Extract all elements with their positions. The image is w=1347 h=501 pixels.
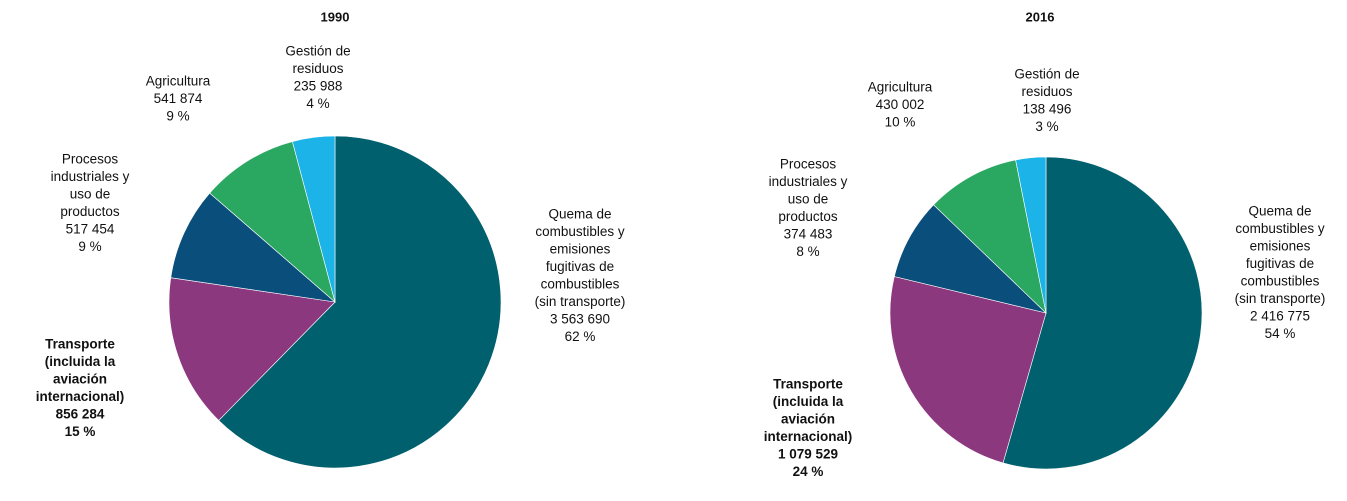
slice-label: Quema de combustibles y emisiones fugitivas… [1235,204,1326,342]
label-line: industriales y [769,174,848,189]
pie-slice [218,135,502,469]
label-line: Gestión de [285,44,350,59]
label-line: 541 874 [154,91,203,106]
label-line: Agricultura [868,80,933,95]
label-line: Transporte [45,337,115,352]
label-line: (incluida la [45,354,116,369]
label-line: uso de [788,192,829,207]
label-line: Gestión de [1014,67,1079,82]
label-line: 4 % [306,96,329,111]
label-line: 3 563 690 [550,312,610,327]
chart-title: 2016 [1026,9,1055,24]
pie-slice [209,141,336,303]
label-line: 3 % [1035,119,1058,134]
label-line: combustibles [541,277,620,292]
pie-slice [292,135,336,303]
slice-label: Agricultura 541 874 9 % [146,74,211,124]
pie-slice [168,277,336,421]
label-line: 9 % [166,109,189,124]
label-line: productos [778,209,838,224]
label-line: 54 % [1265,326,1296,341]
label-line: 374 483 [784,227,833,242]
slice-label: Procesos industriales y uso de productos 517… [51,152,130,255]
label-line: 517 454 [66,222,115,237]
slice-label: Gestión de residuos 235 988 4 % [285,44,350,112]
label-line: (sin transporte) [1235,291,1326,306]
slice-label: Transporte (incluida la aviación internacio… [764,377,853,480]
label-line: uso de [70,187,111,202]
label-line: 9 % [78,239,101,254]
label-line: internacional) [36,389,125,404]
pie-slice [1015,156,1047,314]
label-line: internacional) [764,429,853,444]
label-line: (incluida la [773,394,844,409]
label-line: 10 % [885,115,916,130]
label-line: combustibles y [1235,221,1325,236]
slice-label: Procesos industriales y uso de productos 374… [769,157,848,260]
label-line: 2 416 775 [1250,309,1310,324]
label-line: (sin transporte) [535,294,626,309]
label-line: aviación [781,412,835,427]
label-line: aviación [53,372,107,387]
pie-slice [889,276,1047,464]
slice-label: Quema de combustibles y emisiones fugitivas… [535,207,626,345]
slice-label: Agricultura 430 002 10 % [868,80,933,130]
label-line: residuos [1021,84,1072,99]
chart-title: 1990 [321,9,350,24]
label-line: fugitivas de [546,259,614,274]
label-line: industriales y [51,169,130,184]
label-line: emisiones [1250,239,1311,254]
label-line: 1 079 529 [778,447,838,462]
label-line: 62 % [565,329,596,344]
label-line: 24 % [793,464,824,479]
label-line: productos [60,204,120,219]
pie-slice [1002,156,1203,470]
label-line: Quema de [1248,204,1311,219]
pie-slice [933,159,1047,314]
label-line: Transporte [773,377,843,392]
label-line: emisiones [550,242,611,257]
label-line: 235 988 [294,79,343,94]
label-line: Procesos [62,152,119,167]
slice-label: Gestión de residuos 138 496 3 % [1014,67,1079,135]
label-line: 430 002 [876,97,925,112]
label-line: 8 % [796,244,819,259]
label-line: Agricultura [146,74,211,89]
label-line: combustibles y [535,224,625,239]
label-line: 15 % [65,424,96,439]
label-line: residuos [292,61,343,76]
pie-slice [170,192,336,303]
label-line: Quema de [548,207,611,222]
label-line: fugitivas de [1246,256,1314,271]
slice-label: Transporte (incluida la aviación internacio… [36,337,125,440]
label-line: 856 284 [56,407,105,422]
label-line: combustibles [1241,274,1320,289]
label-line: Procesos [780,157,837,172]
label-line: 138 496 [1023,102,1072,117]
